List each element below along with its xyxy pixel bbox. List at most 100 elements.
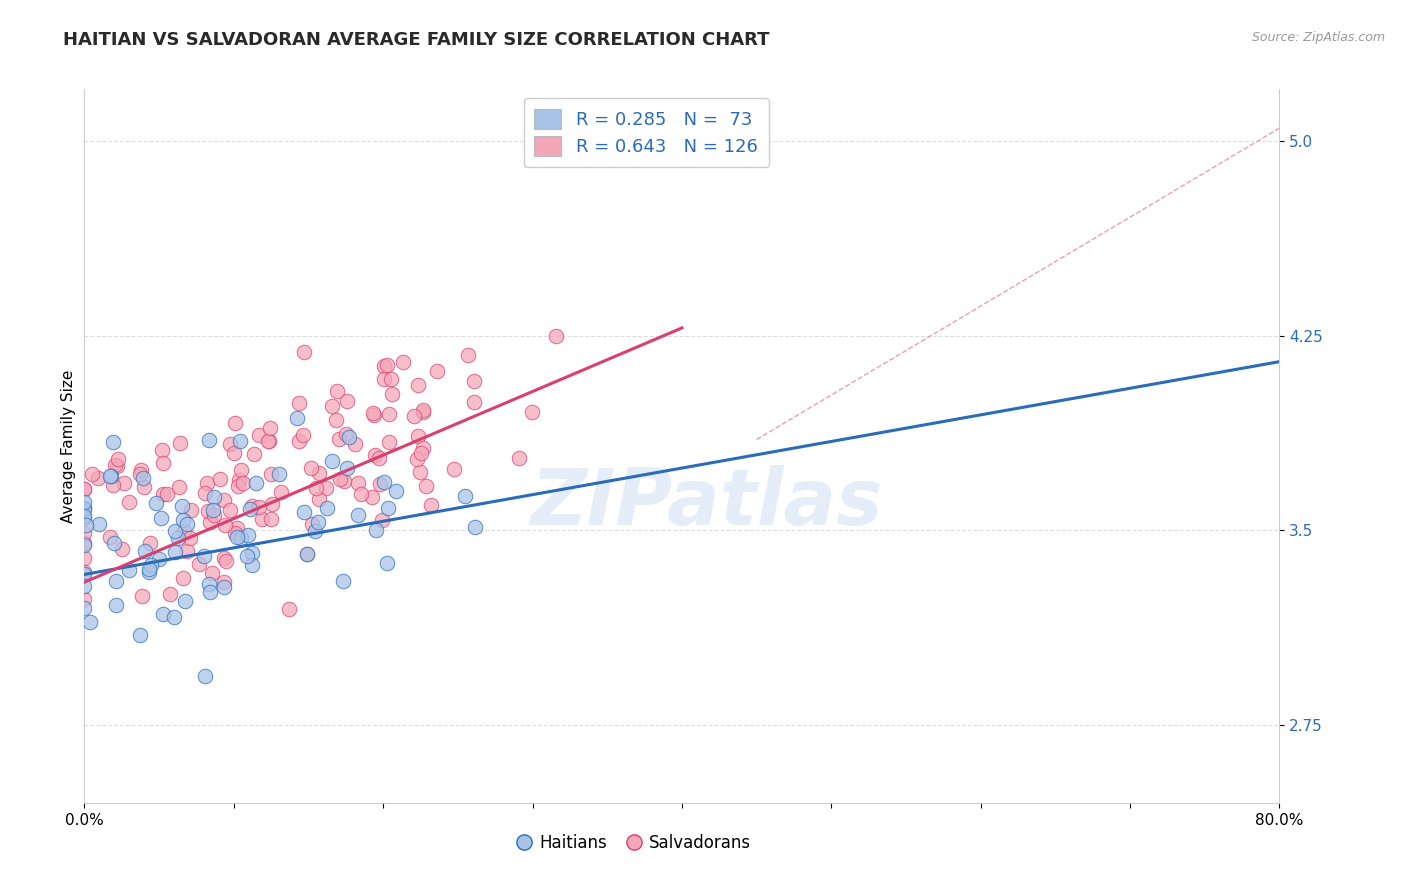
Point bbox=[228, 434, 250, 448]
Point bbox=[247, 428, 270, 442]
Point bbox=[173, 594, 195, 608]
Point bbox=[229, 463, 252, 477]
Point bbox=[107, 451, 129, 466]
Point bbox=[412, 441, 434, 455]
Point bbox=[373, 359, 395, 374]
Point bbox=[381, 387, 404, 401]
Point bbox=[103, 536, 125, 550]
Point bbox=[366, 524, 388, 538]
Point bbox=[336, 393, 359, 408]
Point bbox=[245, 476, 267, 491]
Point bbox=[118, 563, 141, 577]
Point bbox=[73, 500, 96, 515]
Point bbox=[169, 436, 191, 450]
Point bbox=[176, 517, 198, 532]
Point bbox=[360, 490, 382, 504]
Text: Source: ZipAtlas.com: Source: ZipAtlas.com bbox=[1251, 31, 1385, 45]
Point bbox=[285, 410, 308, 425]
Point bbox=[239, 501, 262, 516]
Point bbox=[150, 443, 173, 458]
Point bbox=[219, 503, 242, 517]
Point bbox=[201, 503, 224, 517]
Point bbox=[73, 538, 96, 552]
Point bbox=[104, 458, 127, 473]
Point bbox=[304, 524, 326, 539]
Point bbox=[132, 480, 155, 494]
Point bbox=[118, 495, 141, 509]
Point bbox=[520, 405, 543, 419]
Point bbox=[214, 517, 236, 532]
Point bbox=[247, 500, 270, 514]
Point bbox=[82, 467, 104, 481]
Text: HAITIAN VS SALVADORAN AVERAGE FAMILY SIZE CORRELATION CHART: HAITIAN VS SALVADORAN AVERAGE FAMILY SIZ… bbox=[63, 31, 769, 49]
Point bbox=[73, 526, 96, 541]
Point bbox=[228, 479, 250, 493]
Point bbox=[148, 551, 170, 566]
Point bbox=[73, 567, 96, 582]
Point bbox=[267, 467, 290, 481]
Point bbox=[307, 515, 329, 529]
Point bbox=[79, 615, 101, 630]
Point bbox=[463, 374, 485, 388]
Point bbox=[308, 466, 330, 480]
Point bbox=[198, 584, 221, 599]
Point bbox=[409, 446, 432, 460]
Point bbox=[236, 549, 259, 564]
Point bbox=[101, 477, 124, 491]
Point bbox=[163, 545, 186, 559]
Point bbox=[240, 558, 263, 572]
Point bbox=[371, 513, 394, 527]
Point bbox=[454, 489, 477, 503]
Point bbox=[155, 487, 177, 501]
Point bbox=[197, 504, 219, 518]
Point bbox=[224, 525, 246, 540]
Point bbox=[73, 550, 96, 565]
Point bbox=[194, 485, 217, 500]
Point bbox=[457, 348, 479, 362]
Point bbox=[508, 451, 530, 466]
Point bbox=[243, 447, 266, 461]
Point bbox=[363, 409, 385, 423]
Point bbox=[73, 579, 96, 593]
Point bbox=[270, 485, 292, 500]
Point bbox=[375, 358, 398, 372]
Point bbox=[202, 490, 225, 504]
Point bbox=[87, 516, 110, 531]
Point bbox=[228, 473, 250, 487]
Point bbox=[328, 432, 350, 446]
Point bbox=[259, 421, 281, 435]
Point bbox=[375, 556, 398, 570]
Point bbox=[288, 434, 311, 448]
Point bbox=[73, 601, 96, 615]
Point bbox=[194, 669, 217, 683]
Point bbox=[105, 598, 128, 612]
Point bbox=[132, 471, 155, 485]
Point bbox=[193, 549, 215, 564]
Point bbox=[224, 416, 246, 430]
Point bbox=[159, 587, 181, 601]
Point bbox=[100, 468, 122, 483]
Point bbox=[73, 508, 96, 523]
Point bbox=[443, 462, 465, 476]
Point bbox=[308, 491, 330, 506]
Point bbox=[101, 435, 124, 450]
Point bbox=[463, 395, 485, 409]
Point bbox=[232, 475, 254, 490]
Point bbox=[291, 428, 314, 442]
Point bbox=[292, 344, 315, 359]
Point bbox=[240, 500, 263, 514]
Point bbox=[75, 517, 97, 532]
Y-axis label: Average Family Size: Average Family Size bbox=[60, 369, 76, 523]
Point bbox=[212, 551, 235, 566]
Point bbox=[172, 571, 194, 585]
Point bbox=[321, 400, 343, 414]
Point bbox=[73, 591, 96, 606]
Point bbox=[412, 402, 434, 417]
Point bbox=[373, 475, 395, 489]
Point bbox=[426, 364, 449, 378]
Point bbox=[288, 396, 311, 410]
Point bbox=[188, 558, 211, 572]
Point bbox=[343, 437, 366, 451]
Point bbox=[98, 530, 121, 544]
Point bbox=[238, 528, 260, 542]
